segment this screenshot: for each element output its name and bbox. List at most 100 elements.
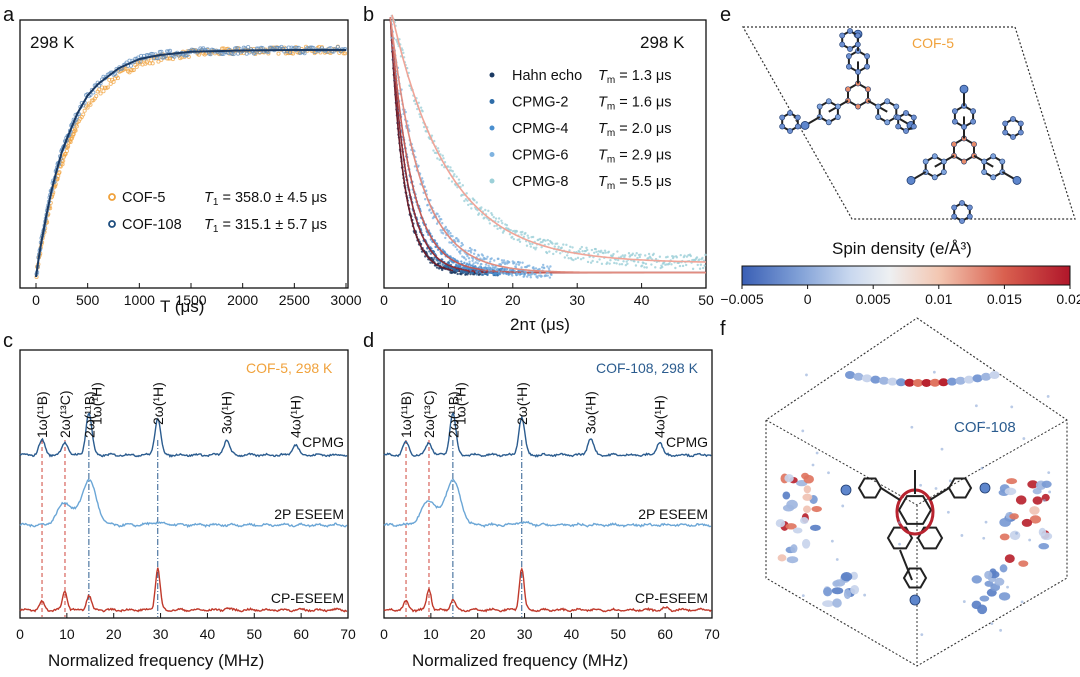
cof5-point <box>131 67 136 73</box>
b-point-cpmg-8 <box>644 262 648 266</box>
b-point-cpmg-6 <box>436 212 439 216</box>
spin-density-blob <box>802 493 813 501</box>
b-fit-hahn-echo <box>389 17 706 274</box>
b-point-cpmg-2 <box>453 267 456 271</box>
b-point-cpmg-6 <box>430 211 433 215</box>
b-point-cpmg-8 <box>649 256 652 260</box>
spin-density-dot <box>962 600 966 603</box>
b-point-cpmg-8 <box>606 261 609 264</box>
b-point-cpmg-6 <box>457 240 460 243</box>
peak-label: 4ω(¹H) <box>288 395 304 438</box>
xtick-label: 50 <box>610 626 626 642</box>
spin-density-dot <box>980 466 984 470</box>
b-xtick-label: 10 <box>441 292 457 308</box>
b-point-cpmg-8 <box>643 266 646 269</box>
boron-atom <box>979 482 991 494</box>
trace-label: CPMG <box>302 434 344 450</box>
b-point-cpmg-8 <box>681 264 685 268</box>
b-point-cpmg-6 <box>451 234 454 238</box>
spin-density-dot <box>1020 600 1024 604</box>
spin-density-lobe <box>961 124 967 130</box>
spin-density-lobe <box>903 128 909 134</box>
b-point-cpmg-8 <box>621 254 624 257</box>
b-point-cpmg-8 <box>678 264 682 268</box>
xtick-label: 60 <box>293 626 309 642</box>
panel-c-frame <box>19 349 349 619</box>
spin-density-lobe <box>794 114 801 121</box>
spin-density-lobe <box>903 110 909 116</box>
b-point-cpmg-8 <box>596 253 600 256</box>
b-point-cpmg-8 <box>616 258 620 262</box>
benzene-ring <box>902 567 928 589</box>
b-point-cpmg-8 <box>560 246 563 249</box>
spin-density-dot <box>940 447 944 451</box>
peak-label: 3ω(¹H) <box>583 391 599 434</box>
spin-density-blob <box>811 506 822 513</box>
spin-density-blob <box>853 372 864 381</box>
b-point-cpmg-8 <box>552 252 555 256</box>
cof108-cell-edge-top <box>765 419 1068 506</box>
b-point-cpmg-8 <box>647 252 651 256</box>
spin-density-lobe <box>845 86 851 93</box>
cof5-point <box>94 94 99 99</box>
a-xtick-label: 0 <box>32 292 40 308</box>
panel-e-label: e <box>720 4 731 26</box>
b-xtick-label: 20 <box>505 292 521 308</box>
b-point-cpmg-8 <box>500 219 503 223</box>
b-point-hahn-echo <box>429 261 432 264</box>
spectrum-trace-2p-eseem <box>383 478 712 528</box>
b-point-cpmg-6 <box>524 271 527 274</box>
b-legend-marker <box>489 178 495 184</box>
b-point-cpmg-8 <box>497 220 500 224</box>
panel-a-temperature: 298 K <box>30 33 75 52</box>
cof108-point <box>185 52 190 58</box>
b-point-cpmg-8 <box>612 252 615 256</box>
spin-density-blob <box>792 527 803 534</box>
benzene-ring <box>847 82 869 108</box>
spin-density-lobe <box>855 69 861 75</box>
b-point-cpmg-8 <box>675 256 679 259</box>
b-point-cpmg-4 <box>454 263 458 266</box>
xtick-label: 70 <box>704 626 720 642</box>
spin-density-lobe <box>952 108 958 115</box>
b-point-cpmg-6 <box>500 259 504 262</box>
b-point-cpmg-8 <box>652 252 655 256</box>
b-point-cpmg-6 <box>448 241 451 244</box>
b-point-cpmg-8 <box>484 208 487 212</box>
spin-density-blob <box>1009 530 1021 541</box>
b-point-cpmg-8 <box>627 252 631 255</box>
b-point-cpmg-6 <box>521 272 525 275</box>
panel-b-xlabel: 2nτ (μs) <box>510 315 570 334</box>
b-point-cpmg-8 <box>497 217 501 220</box>
spin-density-blob <box>850 585 860 595</box>
panel-d-xlabel: Normalized frequency (MHz) <box>412 651 628 670</box>
b-point-cpmg-6 <box>501 268 505 272</box>
spin-density-dot <box>811 463 815 467</box>
colorbar-title: Spin density (e/Å³) <box>832 239 972 258</box>
b-point-cpmg-8 <box>417 101 420 104</box>
b-point-cpmg-6 <box>469 251 473 254</box>
spin-density-lobe <box>846 53 852 60</box>
spin-density-dot <box>1028 538 1032 542</box>
panel-a-xlabel: T (μs) <box>160 297 204 316</box>
b-point-cpmg-8 <box>582 256 585 260</box>
b-point-cpmg-8 <box>527 236 530 240</box>
spin-density-blob <box>1041 493 1050 502</box>
b-point-cpmg-8 <box>654 257 658 261</box>
b-point-cpmg-8 <box>494 217 498 220</box>
peak-label: 2ω(¹¹B) <box>446 391 462 438</box>
b-point-cpmg-8 <box>647 256 650 260</box>
peak-label: 2ω(¹¹B) <box>82 391 98 438</box>
b-point-cpmg-8 <box>695 256 699 259</box>
b-point-cpmg-8 <box>698 258 701 261</box>
b-point-cpmg-8 <box>557 245 560 249</box>
b-point-cpmg-8 <box>633 260 636 263</box>
b-point-cpmg-8 <box>701 256 704 260</box>
spectrum-trace-cp-eseem <box>19 567 348 613</box>
b-point-cpmg-8 <box>636 256 639 260</box>
cof5-point <box>82 108 87 113</box>
b-point-cpmg-8 <box>689 254 693 258</box>
spin-density-dot <box>1046 395 1050 398</box>
xtick-label: 30 <box>517 626 533 642</box>
spin-density-blob <box>1027 480 1039 489</box>
